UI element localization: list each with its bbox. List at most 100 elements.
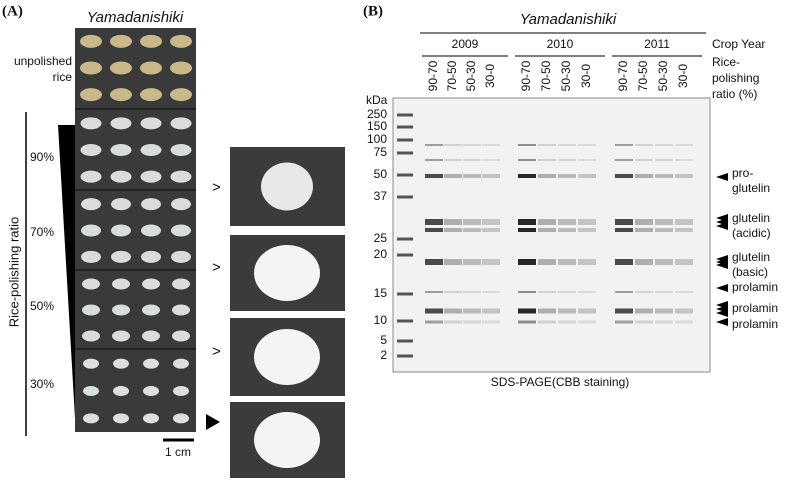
rice-grain — [110, 170, 132, 183]
rice-grain — [113, 413, 129, 424]
marker-label: 25 — [374, 231, 388, 245]
gel-band — [558, 219, 576, 225]
rice-grain — [140, 34, 162, 48]
gel-band — [655, 308, 673, 314]
gel-band — [518, 320, 536, 324]
marker-label: 10 — [374, 313, 388, 327]
rice-grain — [81, 250, 101, 263]
rice-grain — [80, 88, 102, 102]
rice-grain — [112, 278, 130, 290]
gel-band — [558, 320, 576, 324]
marker-label: 100 — [367, 132, 387, 146]
band-arrow — [716, 222, 728, 230]
panel-title: Yamadanishiki — [520, 11, 617, 28]
gel-band — [425, 259, 443, 265]
lane-label: 30-0 — [579, 64, 593, 88]
powder — [261, 162, 313, 211]
gel-band — [635, 291, 653, 293]
gel-band — [615, 291, 633, 293]
gel-band — [578, 228, 596, 232]
gel-band — [538, 219, 556, 225]
gel-band — [558, 308, 576, 314]
rice-grain — [171, 224, 191, 237]
ratio-label: 30% — [30, 377, 54, 391]
gel-band — [518, 174, 536, 178]
marker-label: 50 — [374, 167, 388, 181]
marker-band — [397, 292, 413, 296]
lane-label: 50-30 — [656, 60, 670, 91]
rice-grain — [80, 34, 102, 48]
rice-grain — [173, 358, 189, 369]
gel-band — [482, 228, 500, 232]
rice-grain — [142, 278, 160, 290]
gel-band — [444, 228, 462, 232]
caption: SDS-PAGE(CBB staining) — [491, 375, 630, 389]
gel-band — [538, 291, 556, 293]
axis-label: ratio (%) — [712, 87, 757, 101]
lane-label: 90-70 — [426, 60, 440, 91]
rice-grain — [112, 330, 130, 342]
gel-band — [518, 259, 536, 265]
band-label: (basic) — [732, 265, 768, 279]
marker-band — [397, 253, 413, 257]
marker-label: 20 — [374, 247, 388, 261]
rice-grain — [83, 413, 99, 424]
rice-grain — [112, 304, 130, 316]
gel-band — [655, 159, 673, 161]
gel — [392, 97, 711, 373]
rice-grain — [141, 250, 161, 263]
gel-band — [482, 174, 500, 178]
band-label: glutelin — [732, 211, 770, 225]
gel-band — [655, 219, 673, 225]
rice-grain — [140, 144, 162, 156]
gel-band — [655, 291, 673, 293]
gel-band — [463, 291, 481, 293]
rice-grain — [140, 170, 162, 183]
marker-band — [397, 113, 413, 117]
gel-band — [558, 228, 576, 232]
rice-grain — [140, 61, 162, 75]
gel-band — [482, 259, 500, 265]
gel-band — [578, 159, 596, 161]
gel-band — [615, 144, 633, 146]
rice-grain — [171, 250, 191, 263]
gel-band — [482, 159, 500, 161]
rice-grain — [172, 278, 190, 290]
rice-grain — [170, 144, 192, 156]
gel-band — [425, 308, 443, 314]
gel-band — [518, 144, 536, 146]
gel-band — [578, 259, 596, 265]
gel-band — [444, 144, 462, 146]
rice-grain — [170, 170, 192, 183]
gel-band — [655, 228, 673, 232]
gel-band — [444, 291, 462, 293]
gel-band — [444, 259, 462, 265]
gel-band — [482, 219, 500, 225]
gel-band — [675, 159, 693, 161]
gel-band — [655, 259, 673, 265]
lane-label: 50-30 — [464, 60, 478, 91]
marker-label: 37 — [374, 189, 388, 203]
gel-band — [615, 159, 633, 161]
rice-grain — [110, 88, 132, 102]
gel-band — [635, 308, 653, 314]
band-label: prolamin — [732, 280, 778, 294]
marker-label: 2 — [380, 348, 387, 362]
rice-grain — [82, 330, 100, 342]
gel-band — [538, 144, 556, 146]
gel-band — [655, 174, 673, 178]
gel-band — [655, 320, 673, 324]
rice-grain — [171, 198, 191, 211]
band-arrow — [716, 318, 728, 326]
gel-band — [675, 320, 693, 324]
marker-label: 150 — [367, 119, 387, 133]
gel-band — [463, 308, 481, 314]
gel-band — [482, 291, 500, 293]
band-arrow — [716, 284, 728, 292]
gel-band — [425, 159, 443, 161]
marker-band — [397, 151, 413, 155]
axis-label: Rice- — [712, 55, 740, 69]
row-label: rice — [53, 70, 73, 84]
comparison-mark: > — [212, 343, 221, 360]
marker-label: 250 — [367, 107, 387, 121]
